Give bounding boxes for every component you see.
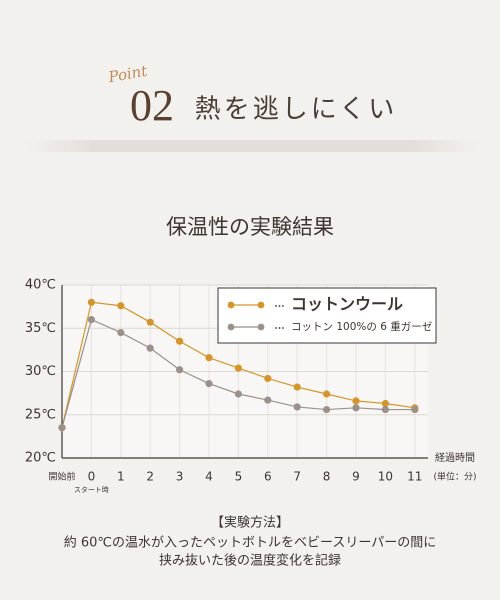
legend-dots — [275, 327, 277, 329]
chart-title: 保温性の実験結果 — [166, 215, 334, 239]
legend-dots — [275, 305, 277, 307]
headline: 熱を逃しにくい — [195, 95, 397, 125]
x-tick-label: 11 — [407, 470, 422, 484]
notes-line: 約 60℃の温水が入ったペットボトルをベビースリーパーの間に — [64, 536, 437, 551]
series-point — [205, 354, 213, 362]
legend-box — [217, 287, 437, 344]
x-tick-label: 開始前 — [48, 471, 75, 483]
series-point — [87, 298, 95, 306]
series-point — [176, 337, 184, 345]
series-point — [146, 344, 154, 352]
x-tick-label: 8 — [323, 470, 331, 484]
chart: 20℃ 25℃ 30℃ 35℃ 40℃ 開始前 0 1 2 3 4 5 6 7 8 9 10 11 スタート時 経過時… — [25, 278, 477, 495]
legend-label: コットンウール — [291, 295, 403, 314]
legend-label: コットン 100%の 6 重ガーゼ — [291, 320, 433, 333]
x-tick-label: 7 — [293, 470, 301, 484]
series-point — [234, 364, 242, 372]
series-point — [323, 405, 331, 414]
series-point — [352, 397, 360, 405]
series-point — [264, 396, 272, 404]
x-tick-label: 2 — [146, 470, 154, 484]
y-tick-label: 20℃ — [25, 451, 56, 466]
series-point — [293, 383, 301, 391]
series-point — [264, 374, 272, 383]
series-point — [234, 390, 242, 398]
notes-heading: 【実験方法】 — [211, 515, 289, 531]
notes-line: 挟み抜いた後の温度変化を記録 — [159, 553, 341, 569]
series-point — [58, 424, 66, 432]
y-tick-label: 25℃ — [25, 407, 56, 422]
point-number: 02 — [130, 81, 174, 130]
legend-marker — [257, 301, 265, 309]
legend-dots — [282, 327, 284, 329]
legend-marker — [227, 301, 235, 309]
x-tick-label: 0 — [88, 470, 96, 484]
x-tick-label: 3 — [176, 470, 184, 484]
series-point — [381, 399, 389, 408]
y-tick-label: 40℃ — [25, 278, 56, 293]
series-point — [117, 302, 125, 310]
x-tick-label: 5 — [235, 470, 243, 484]
legend-dots — [278, 305, 281, 307]
x-tick-label: 10 — [378, 470, 393, 484]
series-point — [411, 405, 419, 414]
legend-marker — [257, 323, 265, 331]
x-tick-label: 1 — [117, 470, 125, 484]
series-point — [176, 366, 184, 374]
x-axis-unit: (単位：分) — [433, 471, 476, 483]
series-point — [205, 380, 213, 388]
x-tick-label: 4 — [205, 470, 213, 484]
x-axis-label: 経過時間 — [435, 451, 475, 464]
y-tick-label: 30℃ — [25, 364, 56, 379]
series-point — [352, 404, 360, 412]
x-tick-label: 9 — [352, 470, 360, 484]
legend-dots — [282, 305, 284, 307]
series-point — [381, 405, 389, 414]
series-point — [293, 403, 301, 411]
brush-stroke — [25, 140, 480, 152]
series-point — [146, 318, 154, 326]
legend-dots — [278, 327, 281, 329]
x-tick-note: スタート時 — [74, 485, 109, 494]
legend-marker — [227, 323, 235, 331]
y-tick-label: 35℃ — [25, 321, 56, 336]
series-point — [117, 328, 125, 337]
series-point — [323, 390, 331, 398]
x-tick-label: 6 — [264, 470, 272, 484]
series-point — [87, 316, 95, 324]
